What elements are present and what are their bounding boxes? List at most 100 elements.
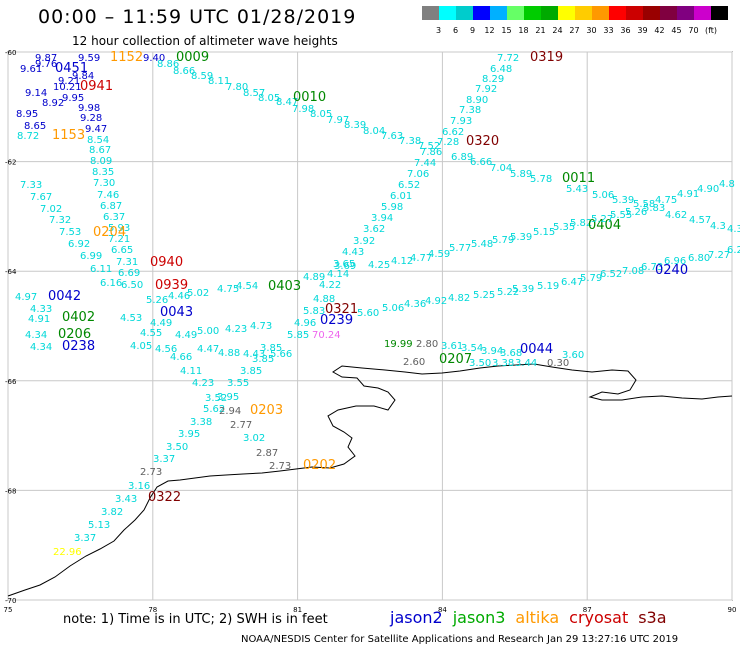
- latitude-tick-labels: -60 -62 -64 -66 -68 -70: [5, 49, 17, 605]
- pass-time-label: 0402: [62, 310, 95, 325]
- wave-height-value: 7.52: [418, 141, 440, 152]
- wave-height-value: 8.72: [17, 131, 39, 142]
- pass-time-label: 0239: [320, 313, 353, 328]
- pass-time-label: 0204: [93, 225, 126, 240]
- wave-height-value: 6.73: [641, 262, 663, 273]
- scale-value: 33: [603, 26, 614, 35]
- wave-height-value: 5.39: [510, 232, 532, 243]
- wave-height-value: 6.89: [451, 152, 473, 163]
- wave-height-value: 7.72: [497, 53, 519, 64]
- scale-value: 36: [620, 26, 631, 35]
- wave-height-value: 5.25: [473, 290, 495, 301]
- wave-height-value: 5.15: [533, 227, 555, 238]
- map-gridlines: [7, 51, 733, 601]
- wave-height-value: 3.60: [562, 350, 584, 361]
- wave-height-value: 6.65: [111, 245, 133, 256]
- wave-height-value: 6.87: [100, 201, 122, 212]
- scale-swatch: [575, 6, 592, 20]
- scale-value: 70: [688, 26, 699, 35]
- wave-height-value: 5.00: [197, 326, 219, 337]
- wave-height-value: 9.76: [35, 59, 57, 70]
- wave-height-value: 4.8: [719, 179, 735, 190]
- wave-height-value: 6.50: [121, 280, 143, 291]
- pass-time-label: 0322: [148, 490, 181, 505]
- wave-height-value: 3.54: [461, 343, 483, 354]
- wave-height-value: 3.68: [500, 348, 522, 359]
- wave-height-value: 8.11: [208, 76, 230, 87]
- scale-swatch: [490, 6, 507, 20]
- wave-height-value: 5.93: [108, 223, 130, 234]
- wave-height-value: 6.96: [664, 256, 686, 267]
- wave-height-value: 4.46: [168, 291, 190, 302]
- wave-height-value: 7.92: [475, 84, 497, 95]
- wave-height-value: 6.11: [90, 264, 112, 275]
- wave-height-value: 8.67: [89, 145, 111, 156]
- wave-height-value: 3.62: [363, 224, 385, 235]
- pass-time-label: 0207: [439, 352, 472, 367]
- wave-height-value: 4.47: [197, 344, 219, 355]
- wave-height-value: 5.77: [449, 243, 471, 254]
- wave-height-value: 4.05: [130, 341, 152, 352]
- latitude-label: -66: [5, 378, 17, 386]
- scale-value: 18: [518, 26, 529, 35]
- scale-value: 3: [435, 26, 442, 35]
- wave-height-value: 8.05: [258, 93, 280, 104]
- wave-height-value: 3.43: [115, 494, 137, 505]
- scale-value: 27: [569, 26, 580, 35]
- wave-height-value: 7.86: [420, 147, 442, 158]
- scale-value: 45: [671, 26, 682, 35]
- wave-height-value: 7.53: [59, 227, 81, 238]
- wave-height-value: 8.05: [310, 109, 332, 120]
- wave-height-value: 9.61: [20, 64, 42, 75]
- scale-value: 24: [552, 26, 563, 35]
- pass-time-label: 0403: [268, 279, 301, 294]
- wave-height-value: 4.82: [448, 293, 470, 304]
- wave-height-value: 4.53: [120, 313, 142, 324]
- wave-height-value: 8.35: [92, 167, 114, 178]
- pass-time-label: 0320: [466, 134, 499, 149]
- wave-height-value: 9.84: [72, 71, 94, 82]
- wave-height-value: 4.3: [710, 221, 726, 232]
- scale-value: 12: [484, 26, 495, 35]
- wave-height-value: 4.49: [175, 330, 197, 341]
- map-title: 00:00 – 11:59 UTC 01/28/2019: [38, 6, 357, 28]
- scale-swatch: [558, 6, 575, 20]
- legend-jason3: jason3: [452, 608, 506, 627]
- wave-height-value: 8.95: [16, 109, 38, 120]
- wave-height-value: 5.22: [497, 287, 519, 298]
- wave-height-value: 6.48: [490, 64, 512, 75]
- wave-height-value: 8.65: [24, 121, 46, 132]
- wave-height-value: 6.2: [727, 245, 740, 256]
- wave-height-value: 6.92: [68, 239, 90, 250]
- wave-height-value: 5.83: [643, 203, 665, 214]
- wave-height-value: 5.27: [591, 214, 613, 225]
- wave-height-value: 4.43: [342, 247, 364, 258]
- legend-altika: altika: [515, 608, 560, 627]
- wave-height-value: 70.24: [312, 330, 341, 341]
- wave-height-value: 5.26: [146, 295, 168, 306]
- footnote: note: 1) Time is in UTC; 2) SWH is in fe…: [63, 612, 328, 627]
- wave-height-value: 6.66: [470, 157, 492, 168]
- wave-height-value: 8.90: [466, 95, 488, 106]
- wave-height-value: 4.55: [140, 328, 162, 339]
- wave-height-value: 6.52: [600, 269, 622, 280]
- wave-height-value: 4.11: [180, 366, 202, 377]
- pass-time-label: 0238: [62, 339, 95, 354]
- wave-height-value: 6.80: [688, 253, 710, 264]
- scale-swatch: [660, 6, 677, 20]
- wave-height-value: 3.50: [166, 442, 188, 453]
- wave-height-value: 6.16: [100, 278, 122, 289]
- scale-value: 30: [586, 26, 597, 35]
- wave-height-value: 3.65: [333, 259, 355, 270]
- map-subtitle: 12 hour collection of altimeter wave hei…: [72, 34, 338, 48]
- longitude-tick-labels: 75 78 81 84 87 90: [4, 606, 737, 614]
- wave-height-value: 5.82: [570, 218, 592, 229]
- wave-height-value: 4.59: [428, 249, 450, 260]
- wave-height-value: 8.54: [87, 135, 109, 146]
- wave-height-value: 3.37: [74, 533, 96, 544]
- latitude-label: -60: [5, 49, 16, 57]
- wave-height-value: 8.86: [157, 59, 179, 70]
- wave-height-value: 3.69: [334, 261, 356, 272]
- wave-height-value: 4.34: [30, 342, 52, 353]
